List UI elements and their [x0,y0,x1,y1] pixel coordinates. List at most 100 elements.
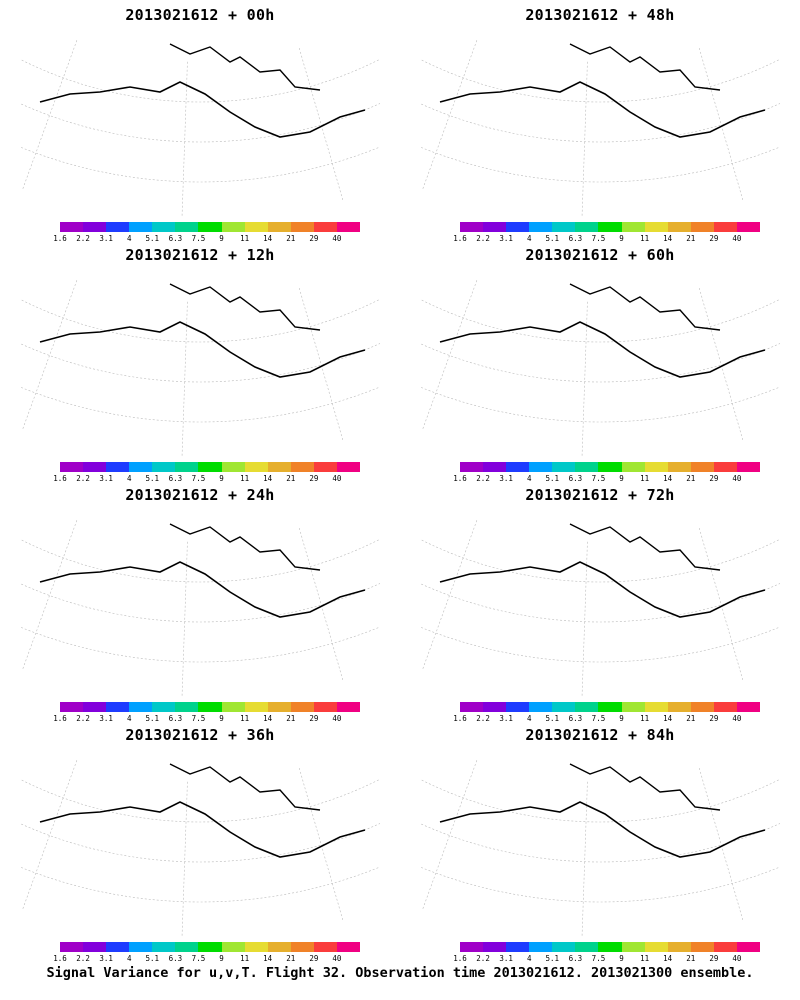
colorbar-tick-label: 2.2 [476,714,490,723]
panel-title: 2013021612 + 24h [125,486,275,504]
colorbar-tick-label: 29 [709,234,719,243]
colorbar-swatch [529,702,553,712]
colorbar-tick-label: 2.2 [476,474,490,483]
colorbar-tick-label: 21 [286,234,296,243]
colorbar-ticks: 1.6 2.2 3.1 4 5.1 6.3 7.5 9 11 14 21 29 40 [40,954,370,964]
colorbar-swatch [198,462,222,472]
colorbar-swatch [621,702,645,712]
colorbar-swatch [129,222,153,232]
colorbar-swatch [598,942,622,952]
colorbar-swatch [106,222,130,232]
panel-title: 2013021612 + 00h [125,6,275,24]
colorbar-tick-label: 5.1 [145,954,160,963]
colorbar-swatch [83,702,107,712]
colorbar-swatch [175,702,199,712]
colorbar-swatch [221,942,245,952]
colorbar-tick-label: 14 [663,474,673,483]
colorbar-tick-label: 5.1 [545,954,560,963]
colorbar-tick-label: 11 [640,714,650,723]
colorbar-tick-label: 29 [709,714,719,723]
colorbar [460,702,761,712]
colorbar-tick-label: 2.2 [76,474,90,483]
colorbar-swatch [152,222,176,232]
colorbar-tick-label: 6.3 [168,714,183,723]
colorbar-tick-label: 3.1 [99,474,113,483]
colorbar-tick-label: 1.6 [53,234,67,243]
colorbar-tick-label: 5.1 [145,474,160,483]
colorbar-swatch [552,462,576,472]
colorbar-swatch [336,222,361,232]
colorbar-tick-label: 9 [619,714,624,723]
colorbar-swatch [244,942,268,952]
colorbar-tick-label: 14 [263,954,273,963]
colorbar-swatch [644,702,668,712]
colorbar-tick-label: 40 [732,234,742,243]
map-panel: 2013021612 + 72h 1.6 2.2 3.1 4 5.1 6.3 7.5 9 11 14… [400,480,800,725]
colorbar-tick-label: 40 [332,714,342,723]
colorbar-tick-label: 6.3 [568,474,583,483]
colorbar-swatch [667,222,691,232]
colorbar-swatch [690,222,714,232]
colorbar [60,222,361,232]
map-panel: 2013021612 + 60h 1.6 2.2 3.1 4 5.1 6.3 7.5 9 11 14… [400,240,800,485]
colorbar-swatch [60,942,84,952]
colorbar-swatch [83,462,107,472]
colorbar-swatch [336,942,361,952]
colorbar-ticks: 1.6 2.2 3.1 4 5.1 6.3 7.5 9 11 14 21 29 40 [40,234,370,244]
colorbar-tick-label: 2.2 [76,234,90,243]
colorbar-swatch [106,462,130,472]
colorbar-swatch [313,702,337,712]
colorbar-swatch [336,702,361,712]
colorbar-swatch [152,702,176,712]
colorbar-tick-label: 1.6 [453,474,467,483]
colorbar-tick-label: 9 [219,714,224,723]
colorbar-tick-label: 6.3 [168,954,183,963]
colorbar-tick-label: 3.1 [99,954,113,963]
colorbar-swatch [552,942,576,952]
colorbar-swatch [483,942,507,952]
colorbar-swatch [690,462,714,472]
coastline [439,321,766,378]
arctic-islands-outline [169,43,321,91]
colorbar-swatch [336,462,361,472]
colorbar-swatch [598,222,622,232]
colorbar [460,222,761,232]
map-panel: 2013021612 + 12h 1.6 2.2 3.1 4 5.1 6.3 7.5 9 11 14… [0,240,400,485]
colorbar-swatch [60,462,84,472]
colorbar-tick-label: 21 [686,234,696,243]
map-panel: 2013021612 + 24h 1.6 2.2 3.1 4 5.1 6.3 7.5 9 11 14… [0,480,400,725]
colorbar-swatch [552,222,576,232]
colorbar-swatch [690,702,714,712]
colorbar-swatch [506,702,530,712]
colorbar-swatch [690,942,714,952]
colorbar [60,462,361,472]
colorbar-swatch [644,462,668,472]
colorbar-tick-label: 6.3 [568,714,583,723]
colorbar-tick-label: 5.1 [145,714,160,723]
colorbar-tick-label: 11 [240,474,250,483]
colorbar-swatch [598,462,622,472]
colorbar-tick-label: 3.1 [499,234,513,243]
colorbar-tick-label: 4 [526,234,532,243]
colorbar-tick-label: 40 [732,954,742,963]
colorbar-tick-label: 21 [286,474,296,483]
colorbar-tick-label: 14 [263,714,273,723]
colorbar-swatch [60,702,84,712]
map-panel: 2013021612 + 36h 1.6 2.2 3.1 4 5.1 6.3 7.5 9 11 14… [0,720,400,965]
colorbar-swatch [198,942,222,952]
panel-title: 2013021612 + 36h [125,726,275,744]
colorbar [460,462,761,472]
arctic-islands-outline [169,283,321,331]
panel-title: 2013021612 + 72h [525,486,675,504]
colorbar-swatch [244,462,268,472]
colorbar-tick-label: 40 [332,954,342,963]
colorbar-tick-label: 14 [263,474,273,483]
colorbar-tick-label: 11 [240,234,250,243]
colorbar-swatch [506,462,530,472]
colorbar-swatch [667,702,691,712]
colorbar-tick-label: 29 [309,234,319,243]
colorbar-tick-label: 14 [663,234,673,243]
colorbar-swatch [313,462,337,472]
colorbar-tick-label: 2.2 [76,954,90,963]
colorbar-swatch [198,222,222,232]
